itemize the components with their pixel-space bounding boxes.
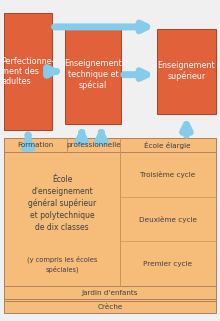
Text: Enseignement
supérieur: Enseignement supérieur xyxy=(158,61,215,82)
Bar xyxy=(4,138,216,313)
Text: Formation: Formation xyxy=(18,142,54,148)
Text: Premier cycle: Premier cycle xyxy=(143,261,192,267)
Bar xyxy=(65,26,121,124)
Bar xyxy=(157,29,216,114)
Text: Jardin d'enfants: Jardin d'enfants xyxy=(82,290,138,296)
Text: École élargie: École élargie xyxy=(145,142,191,149)
Text: École
d'enseignement
général supérieur
et polytechnique
de dix classes: École d'enseignement général supérieur e… xyxy=(28,175,96,232)
Text: Crèche: Crèche xyxy=(97,304,123,310)
Bar xyxy=(4,301,216,313)
Bar xyxy=(4,13,52,130)
Text: Troisième cycle: Troisième cycle xyxy=(140,171,195,178)
Text: Perfectionne-
ment des
adultes: Perfectionne- ment des adultes xyxy=(1,56,55,86)
Text: (y compris les écoles
spéciales): (y compris les écoles spéciales) xyxy=(27,256,97,273)
Bar xyxy=(4,286,216,299)
Text: Deuxième cycle: Deuxième cycle xyxy=(139,216,197,223)
Text: Enseignement
technique et
spécial: Enseignement technique et spécial xyxy=(64,59,122,90)
Text: professionnelle: professionnelle xyxy=(66,142,121,148)
Bar xyxy=(4,138,216,152)
